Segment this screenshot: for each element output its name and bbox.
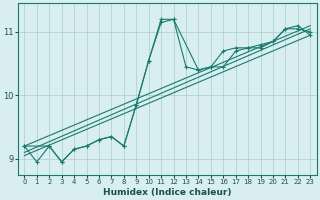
X-axis label: Humidex (Indice chaleur): Humidex (Indice chaleur)	[103, 188, 232, 197]
